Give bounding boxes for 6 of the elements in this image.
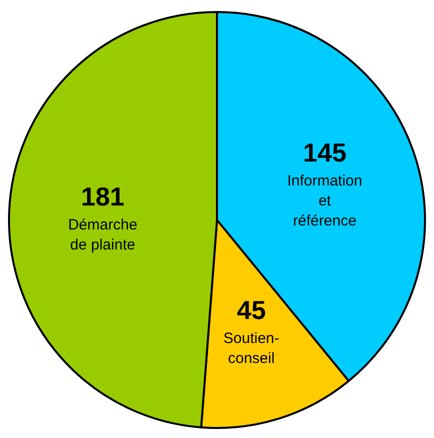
slice-label: Soutien- conseil [223,330,280,368]
data-label: 181 [80,182,124,212]
slice-label: Démarche de plainte [68,216,138,254]
data-label: 45 [236,295,266,326]
slice-label: Information et référence [287,172,362,230]
data-label: 145 [303,138,346,168]
